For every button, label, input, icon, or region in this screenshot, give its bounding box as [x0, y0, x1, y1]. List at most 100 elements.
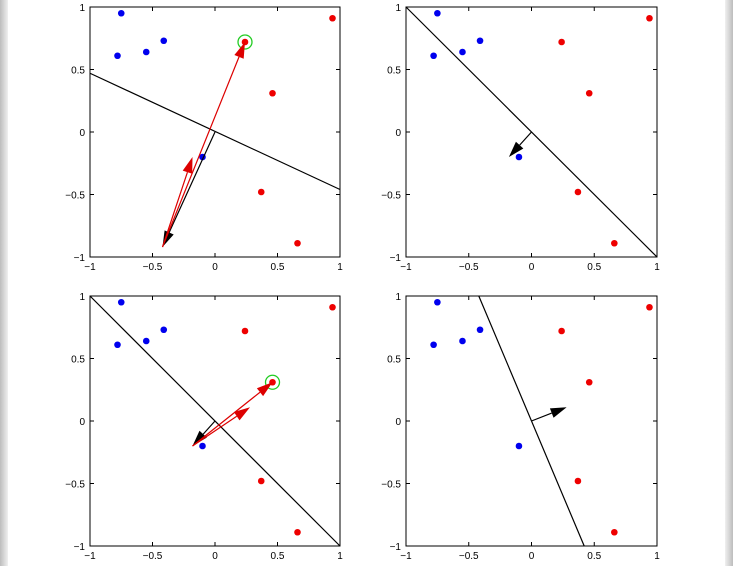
arrow-head	[192, 430, 207, 446]
y-tick-label: 1	[79, 3, 85, 14]
y-tick-label: 0.5	[387, 66, 401, 77]
y-tick-label: 0	[79, 417, 85, 428]
arrow-shaft	[192, 391, 261, 447]
arrow-head	[162, 230, 174, 247]
blue-data-point	[430, 341, 437, 349]
red-data-point	[329, 14, 336, 22]
blue-data-point	[515, 153, 523, 161]
x-tick-label: 0	[529, 262, 535, 273]
blue-data-point	[117, 298, 125, 306]
y-tick-label: 1	[395, 292, 401, 303]
x-tick-label: −1	[84, 262, 96, 273]
y-tick-label: −0.5	[381, 480, 401, 491]
blue-data-point	[160, 326, 168, 334]
red-data-point	[585, 89, 593, 97]
blue-data-point	[434, 298, 441, 306]
arrow-shaft	[161, 171, 189, 248]
x-tick-label: 0	[529, 551, 535, 562]
red-data-point	[574, 477, 582, 485]
arrow-head	[182, 157, 193, 174]
arrow-shaft	[519, 131, 532, 146]
panel-2: −1 −0.5 0 0.5 1 −1 −0.5 0 0.5 1	[381, 3, 660, 273]
x-tick-label: −0.5	[143, 551, 163, 562]
red-data-point	[329, 303, 336, 311]
red-data-point	[611, 239, 618, 247]
y-tick-label: −0.5	[65, 191, 85, 202]
x-tick-label: 0	[212, 262, 218, 273]
arrow-shaft	[202, 420, 216, 435]
y-tick-label: −1	[74, 542, 86, 553]
red-data-point	[611, 528, 618, 536]
red-data-point	[269, 89, 276, 97]
y-tick-label: 0	[395, 417, 401, 428]
y-tick-label: −1	[390, 253, 402, 264]
arrow-head	[508, 141, 524, 157]
arrow-shaft	[192, 415, 238, 447]
x-tick-label: −0.5	[143, 262, 163, 273]
blue-data-point	[114, 341, 121, 349]
arrow-head	[234, 42, 245, 59]
window-edge-left	[0, 0, 8, 566]
y-tick-label: 1	[395, 3, 401, 14]
blue-data-point	[117, 9, 125, 17]
y-tick-label: 0.5	[71, 66, 85, 77]
blue-data-point	[515, 442, 523, 450]
panel-4: −1 −0.5 0 0.5 1 −1 −0.5 0 0.5 1	[381, 292, 660, 562]
arrow-shaft	[161, 56, 240, 248]
highlighted-point-ring	[237, 34, 253, 50]
red-data-point	[294, 528, 301, 536]
x-tick-label: 1	[654, 551, 660, 562]
red-data-point	[574, 188, 582, 196]
x-tick-label: 0.5	[271, 551, 285, 562]
x-tick-label: 1	[337, 551, 343, 562]
blue-data-point	[459, 337, 466, 345]
decision-boundary-line	[89, 72, 341, 191]
x-tick-label: −1	[400, 551, 412, 562]
panel-1: −1 −0.5 0 0.5 1 −1 −0.5 0 0.5 1	[65, 3, 343, 273]
blue-data-point	[476, 37, 484, 45]
blue-data-point	[476, 326, 484, 334]
blue-data-point	[199, 442, 206, 450]
x-tick-label: 0.5	[587, 551, 601, 562]
red-data-point	[257, 188, 265, 196]
y-tick-label: −1	[390, 542, 402, 553]
blue-data-point	[114, 52, 121, 60]
x-tick-label: 0	[212, 551, 218, 562]
panel-3: −1 −0.5 0 0.5 1 −1 −0.5 0 0.5 1	[65, 292, 343, 562]
red-data-point	[646, 14, 653, 22]
arrow-head	[549, 407, 567, 418]
window-edge-right	[725, 0, 733, 566]
y-tick-label: 0	[79, 128, 85, 139]
arrow-shaft	[168, 131, 216, 233]
blue-data-point	[142, 337, 150, 345]
y-tick-label: 1	[79, 292, 85, 303]
red-data-point	[241, 327, 249, 335]
y-tick-label: −1	[74, 253, 86, 264]
x-tick-label: 1	[337, 262, 343, 273]
x-tick-label: 1	[654, 262, 660, 273]
x-tick-label: 0.5	[271, 262, 285, 273]
arrow-head	[256, 382, 273, 397]
y-tick-label: 0.5	[71, 355, 85, 366]
highlighted-point-ring	[264, 374, 281, 390]
red-data-point	[585, 378, 593, 386]
y-tick-label: 0	[395, 128, 401, 139]
arrow-shaft	[531, 412, 552, 422]
red-data-point	[646, 303, 653, 311]
blue-data-point	[434, 9, 441, 17]
blue-data-point	[142, 48, 150, 56]
red-data-point	[257, 477, 265, 485]
y-tick-label: 0.5	[387, 355, 401, 366]
y-tick-label: −0.5	[381, 191, 401, 202]
x-tick-label: −0.5	[459, 262, 479, 273]
blue-data-point	[160, 37, 168, 45]
red-data-point	[558, 327, 565, 335]
x-tick-label: −0.5	[459, 551, 479, 562]
x-tick-label: −1	[84, 551, 96, 562]
x-tick-label: −1	[400, 262, 412, 273]
blue-data-point	[459, 48, 466, 56]
red-data-point	[558, 38, 565, 46]
blue-data-point	[430, 52, 437, 60]
arrow-head	[233, 407, 250, 421]
